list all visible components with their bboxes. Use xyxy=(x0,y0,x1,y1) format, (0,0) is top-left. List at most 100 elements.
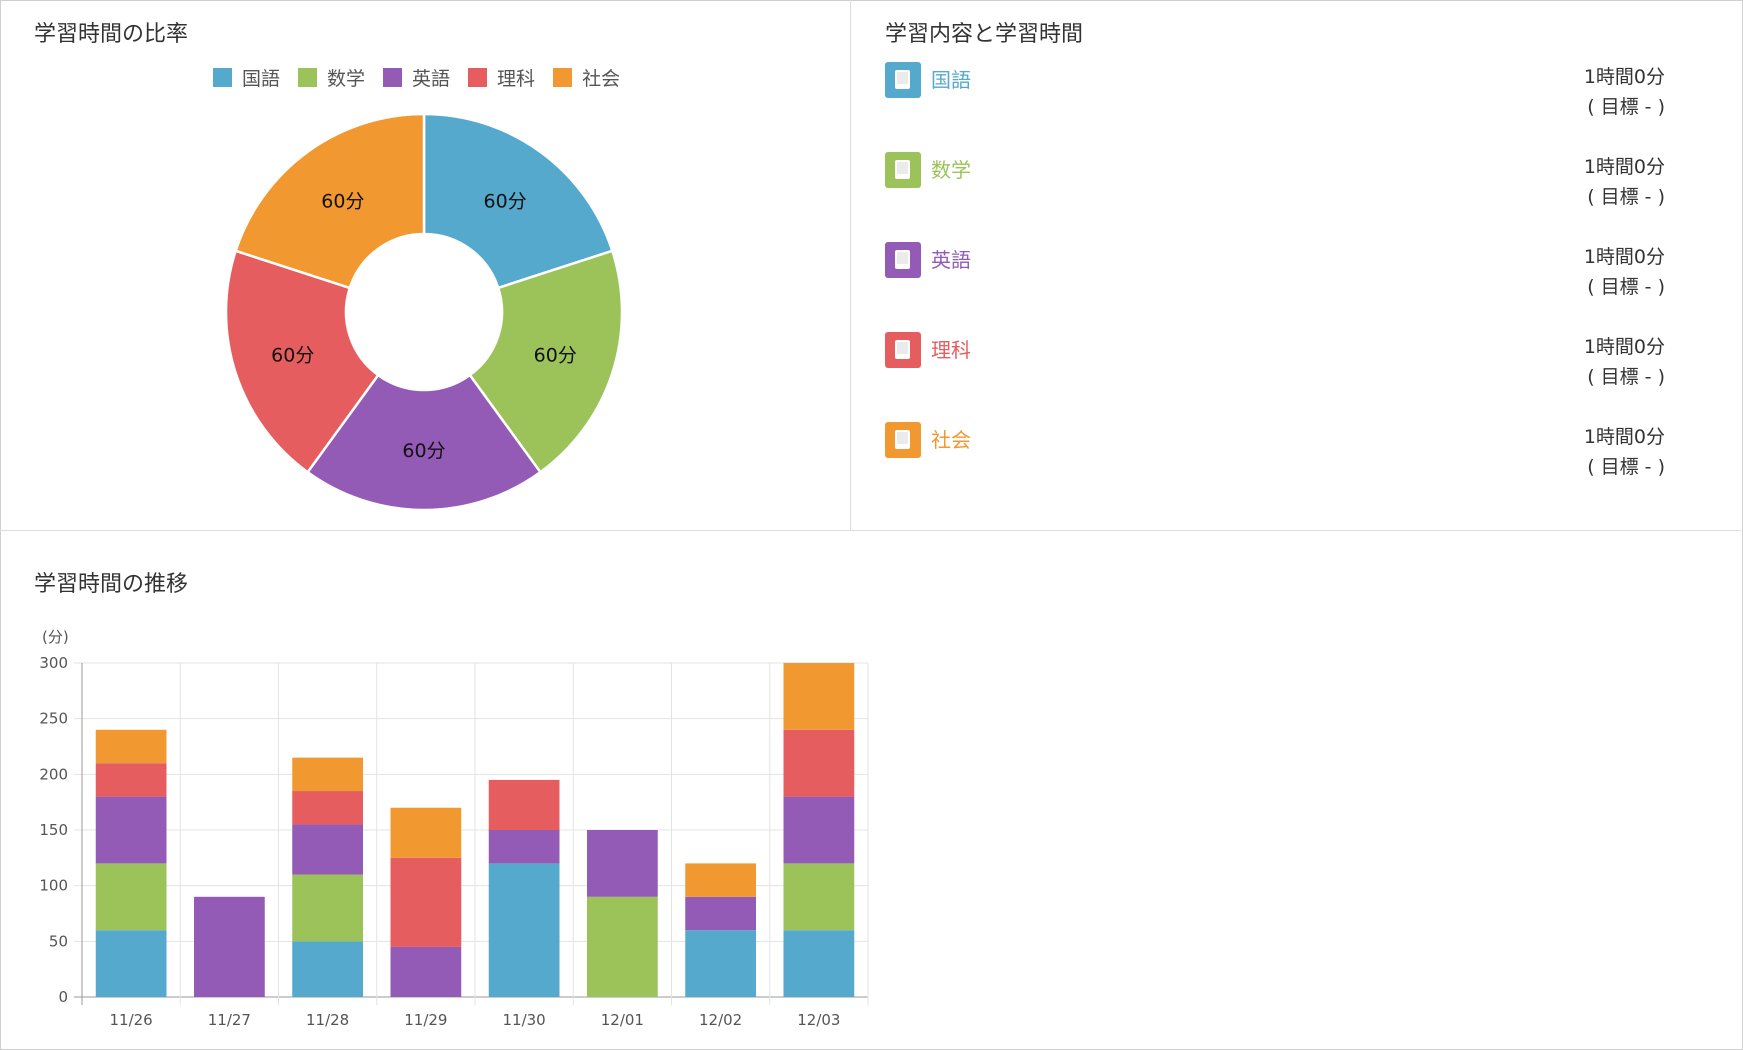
pie-slice[interactable] xyxy=(422,112,614,290)
legend-label: 理科 xyxy=(497,67,536,90)
legend-label: 英語 xyxy=(412,67,451,90)
bar-segment[interactable] xyxy=(488,779,560,830)
bar-segment[interactable] xyxy=(783,930,855,997)
subject-time: 1時間0分 ( 目標 - ) xyxy=(1465,242,1665,302)
bar-segment[interactable] xyxy=(783,663,855,730)
legend-swatch xyxy=(298,67,318,87)
bar-segment[interactable] xyxy=(587,830,658,897)
bar-segment[interactable] xyxy=(292,824,363,875)
y-axis-label: (分) xyxy=(42,628,69,646)
subject-row: 理科 1時間0分 ( 目標 - ) xyxy=(885,332,1665,392)
y-tick-label: 150 xyxy=(39,821,68,839)
bar-segment[interactable] xyxy=(292,874,363,942)
bar-segment[interactable] xyxy=(488,830,560,864)
bar-segment[interactable] xyxy=(95,930,167,997)
y-tick-label: 0 xyxy=(58,988,68,1006)
ratio-panel-title: 学習時間の比率 xyxy=(34,22,189,47)
bar-segment[interactable] xyxy=(292,941,363,997)
bar-segment[interactable] xyxy=(685,863,756,897)
book-icon xyxy=(885,62,921,98)
bar-segment[interactable] xyxy=(390,946,462,997)
pie-data-label: 60分 xyxy=(271,345,314,367)
legend-label: 社会 xyxy=(582,67,621,90)
legend-swatch xyxy=(468,67,488,87)
subject-row: 英語 1時間0分 ( 目標 - ) xyxy=(885,242,1665,302)
subject-duration: 1時間0分 xyxy=(1583,66,1665,88)
legend-label: 数学 xyxy=(327,67,366,90)
bar-segment[interactable] xyxy=(95,729,167,764)
subject-goal: ( 目標 - ) xyxy=(1587,276,1665,298)
subject-goal: ( 目標 - ) xyxy=(1587,456,1665,478)
legend-swatch xyxy=(383,67,403,87)
subject-name[interactable]: 理科 xyxy=(931,338,971,362)
subject-time: 1時間0分 ( 目標 - ) xyxy=(1465,422,1665,482)
subject-name[interactable]: 数学 xyxy=(931,158,971,182)
book-icon xyxy=(885,332,921,368)
legend-item[interactable]: 英語 xyxy=(383,64,450,91)
x-tick-label: 11/29 xyxy=(404,1011,447,1029)
bar-segment[interactable] xyxy=(488,863,560,997)
x-tick-label: 12/02 xyxy=(699,1011,742,1029)
bar-segment[interactable] xyxy=(292,791,363,825)
legend-item[interactable]: 国語 xyxy=(213,64,280,91)
subject-goal: ( 目標 - ) xyxy=(1587,366,1665,388)
bar-segment[interactable] xyxy=(390,857,462,947)
subject-time: 1時間0分 ( 目標 - ) xyxy=(1465,152,1665,212)
legend-item[interactable]: 数学 xyxy=(298,64,365,91)
subject-name[interactable]: 社会 xyxy=(931,428,971,452)
bar-segment[interactable] xyxy=(95,796,167,864)
bar-segment[interactable] xyxy=(685,930,756,997)
bar-segment[interactable] xyxy=(685,896,756,931)
legend-item[interactable]: 社会 xyxy=(553,64,620,91)
bar-segment[interactable] xyxy=(783,796,855,864)
bar-segment[interactable] xyxy=(783,729,855,797)
bar-segment[interactable] xyxy=(95,763,167,797)
pie-slice[interactable] xyxy=(234,112,426,290)
bar-segment[interactable] xyxy=(194,896,265,997)
horizontal-divider xyxy=(0,530,1741,531)
y-tick-label: 250 xyxy=(39,710,68,728)
legend-swatch xyxy=(553,67,573,87)
legend-label: 国語 xyxy=(242,67,281,90)
book-icon xyxy=(885,242,921,278)
subject-goal: ( 目標 - ) xyxy=(1587,96,1665,118)
subject-goal: ( 目標 - ) xyxy=(1587,186,1665,208)
book-icon xyxy=(885,152,921,188)
y-tick-label: 50 xyxy=(49,932,68,950)
subject-row: 社会 1時間0分 ( 目標 - ) xyxy=(885,422,1665,482)
pie-data-label: 60分 xyxy=(534,345,577,367)
bar-segment[interactable] xyxy=(783,863,855,931)
pie-legend: 国語 数学 英語 理科 社会 xyxy=(213,64,638,90)
subject-duration: 1時間0分 xyxy=(1583,156,1665,178)
pie-data-label: 60分 xyxy=(402,440,445,462)
x-tick-label: 11/28 xyxy=(306,1011,349,1029)
trend-panel-title: 学習時間の推移 xyxy=(34,572,189,597)
bar-segment[interactable] xyxy=(292,757,363,792)
vertical-divider xyxy=(850,0,851,530)
subject-time: 1時間0分 ( 目標 - ) xyxy=(1465,332,1665,392)
pie-slice[interactable] xyxy=(224,249,380,474)
legend-swatch xyxy=(213,67,232,87)
y-tick-label: 100 xyxy=(39,877,68,895)
subject-row: 数学 1時間0分 ( 目標 - ) xyxy=(885,152,1665,212)
x-tick-label: 11/27 xyxy=(208,1011,251,1029)
subject-row: 国語 1時間0分 ( 目標 - ) xyxy=(885,62,1665,122)
subject-duration: 1時間0分 xyxy=(1583,246,1665,268)
x-tick-label: 11/30 xyxy=(503,1011,546,1029)
subject-duration: 1時間0分 xyxy=(1583,426,1665,448)
pie-data-label: 60分 xyxy=(321,190,364,212)
x-tick-label: 12/03 xyxy=(797,1011,840,1029)
x-tick-label: 11/26 xyxy=(110,1011,153,1029)
bar-segment[interactable] xyxy=(95,863,167,931)
pie-slice[interactable] xyxy=(305,373,543,512)
bar-segment[interactable] xyxy=(587,896,658,997)
subject-time: 1時間0分 ( 目標 - ) xyxy=(1465,62,1665,122)
bar-segment[interactable] xyxy=(390,807,462,858)
legend-item[interactable]: 理科 xyxy=(468,64,535,91)
pie-data-label: 60分 xyxy=(484,190,527,212)
y-tick-label: 300 xyxy=(39,654,68,672)
subject-duration: 1時間0分 xyxy=(1583,336,1665,358)
subject-name[interactable]: 国語 xyxy=(931,68,971,92)
pie-slice[interactable] xyxy=(468,249,624,474)
subject-name[interactable]: 英語 xyxy=(931,248,971,272)
